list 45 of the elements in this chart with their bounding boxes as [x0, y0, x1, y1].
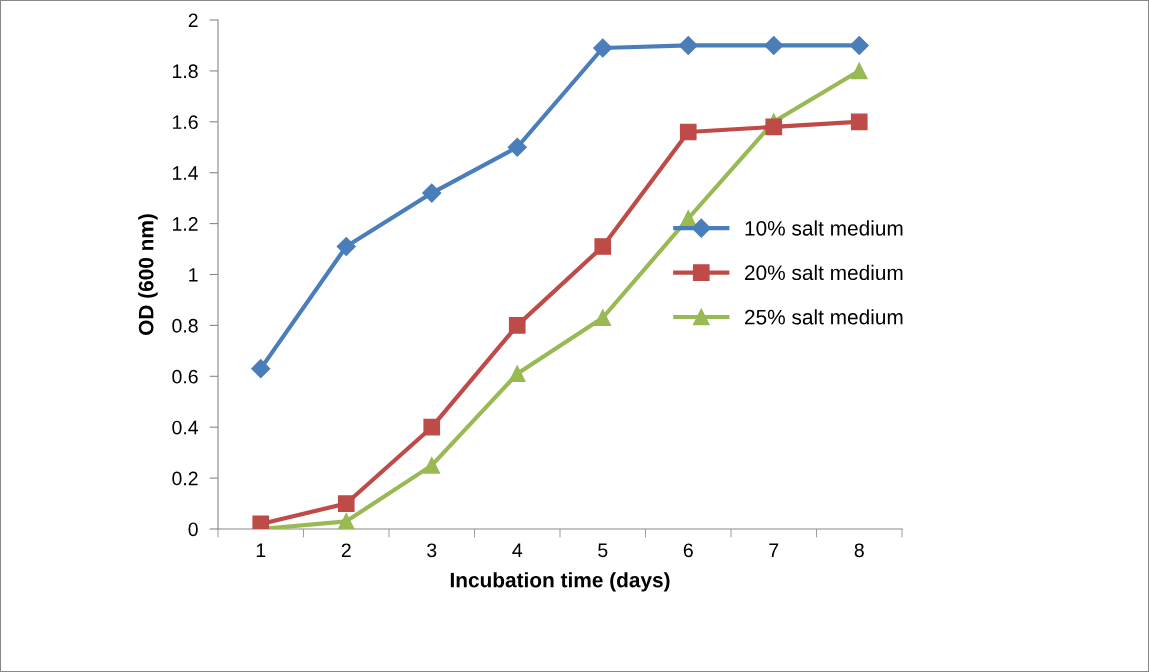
y-tick-label: 2 — [188, 13, 198, 28]
point — [593, 38, 613, 58]
y-tick-label: 0.6 — [172, 369, 198, 384]
x-tick-label: 3 — [427, 543, 437, 558]
x-tick-label: 8 — [854, 543, 864, 558]
y-tick-label: 0.8 — [172, 318, 198, 333]
x-tick-label: 5 — [598, 543, 608, 558]
point — [252, 515, 270, 529]
y-tick-label: 1 — [189, 268, 198, 282]
point — [337, 513, 355, 529]
point — [423, 418, 441, 436]
point — [678, 35, 698, 55]
x-tick-label: 6 — [683, 543, 693, 558]
y-tick-label: 1.6 — [173, 115, 198, 130]
x-tick-label: 7 — [769, 543, 779, 557]
point — [594, 309, 612, 327]
point — [423, 457, 441, 474]
point — [508, 365, 526, 383]
point — [337, 495, 355, 512]
point — [336, 236, 356, 257]
y-tick-label: 1.4 — [173, 166, 198, 180]
x-tick-label: 4 — [512, 543, 523, 557]
point — [849, 35, 869, 55]
legend-label: 20% salt medium — [745, 264, 903, 281]
x-axis-title: Incubation time (days) — [450, 572, 670, 592]
y-tick-label: 0.4 — [172, 420, 198, 435]
point — [850, 113, 868, 131]
point — [508, 317, 526, 334]
x-tick-label: 1 — [256, 543, 266, 557]
y-tick-label: 1.8 — [173, 64, 198, 79]
point — [422, 183, 442, 203]
y-tick-label: 0 — [188, 522, 198, 537]
y-tick-label: 1.2 — [173, 217, 198, 231]
point — [507, 137, 527, 157]
point — [764, 35, 784, 55]
y-axis-title: OD (600 nm) — [138, 214, 158, 335]
y-tick-label: 0.2 — [172, 471, 198, 486]
legend-label: 10% salt medium — [745, 220, 903, 236]
legend-label: 25% salt medium — [745, 309, 903, 325]
point — [679, 123, 697, 141]
x-tick-label: 2 — [341, 543, 351, 557]
point — [850, 62, 868, 80]
point — [765, 118, 783, 136]
point — [594, 238, 612, 255]
point — [251, 359, 271, 379]
